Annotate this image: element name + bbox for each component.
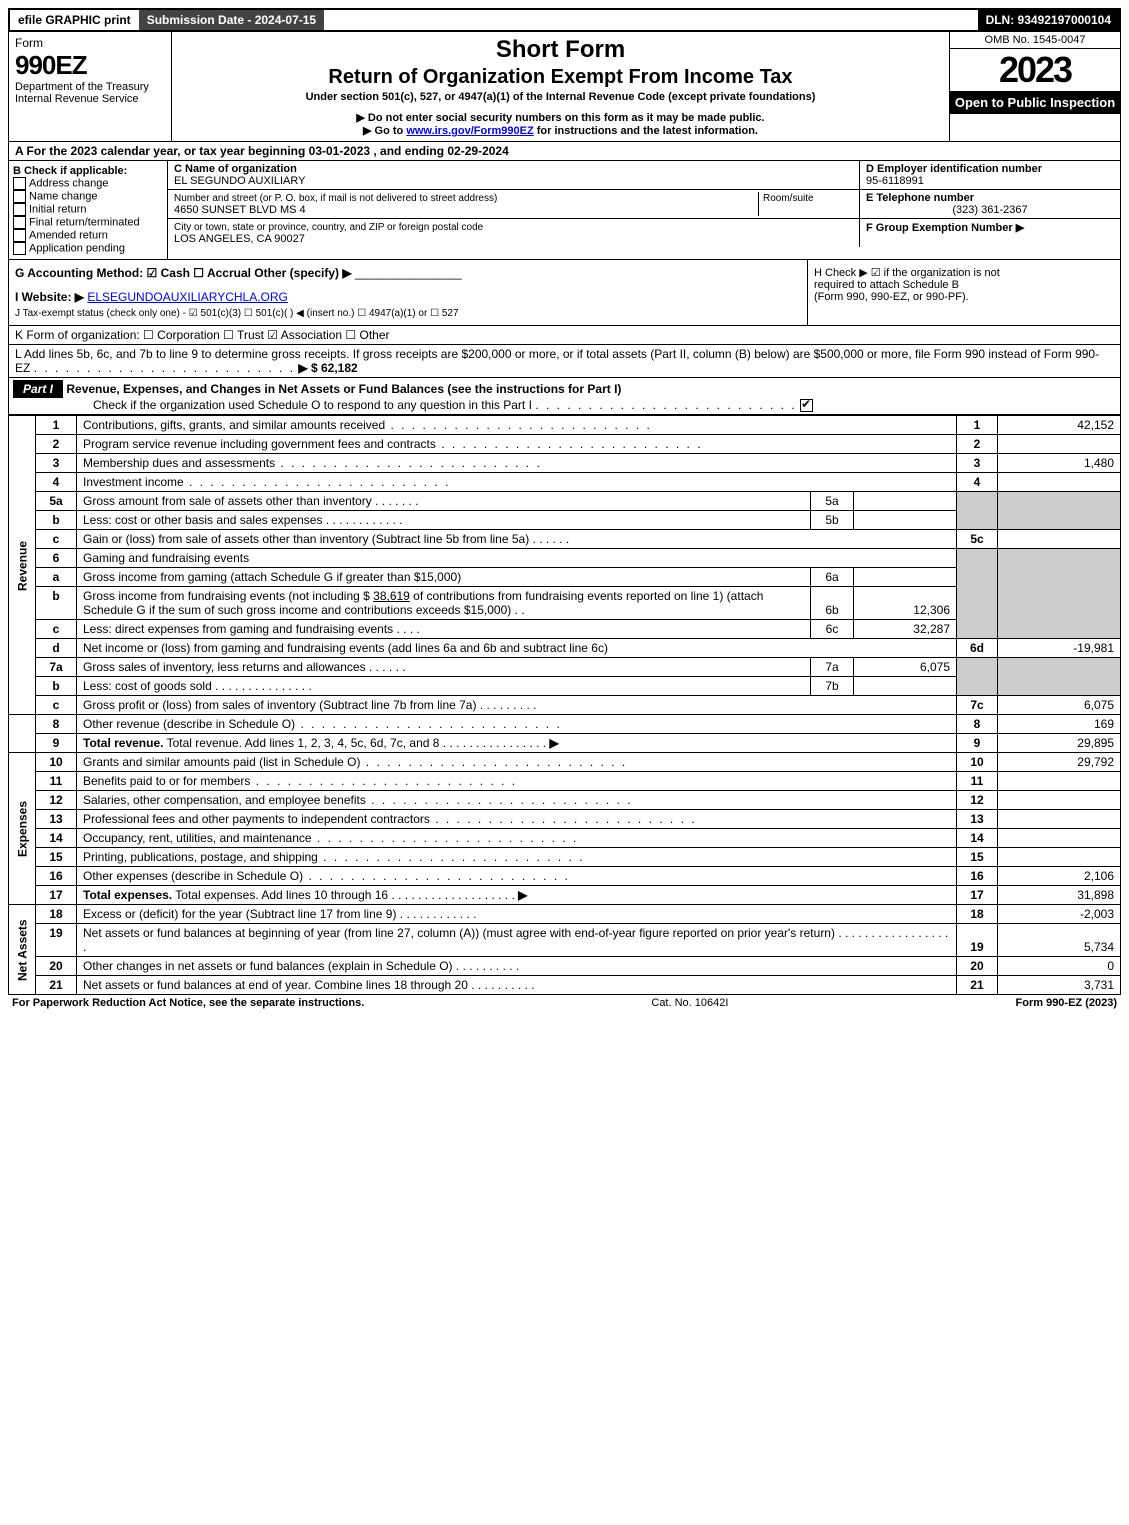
check-amended[interactable]: Amended return: [13, 229, 163, 242]
line1-text: Contributions, gifts, grants, and simila…: [77, 416, 957, 435]
submission-date: Submission Date - 2024-07-15: [139, 10, 324, 30]
section-b-label: B Check if applicable:: [13, 165, 163, 177]
under-section: Under section 501(c), 527, or 4947(a)(1)…: [178, 91, 943, 103]
efile-print-label[interactable]: efile GRAPHIC print: [10, 10, 139, 30]
room-label: Room/suite: [763, 193, 814, 204]
header-left: Form 990EZ Department of the Treasury In…: [9, 32, 172, 141]
topbar: efile GRAPHIC print Submission Date - 20…: [8, 8, 1121, 32]
lines-table: Revenue 1 Contributions, gifts, grants, …: [8, 415, 1121, 995]
check-name[interactable]: Name change: [13, 190, 163, 203]
form-header: Form 990EZ Department of the Treasury In…: [8, 32, 1121, 142]
line6b-amount: 38,619: [373, 589, 410, 603]
section-g: G Accounting Method: ☑ Cash ☐ Accrual Ot…: [9, 260, 807, 325]
part1-checkbox[interactable]: [800, 399, 813, 412]
ssn-warning: ▶ Do not enter social security numbers o…: [178, 111, 943, 124]
group-exemption-label: F Group Exemption Number ▶: [866, 222, 1024, 234]
revenue-label: Revenue: [9, 416, 36, 715]
header-center: Short Form Return of Organization Exempt…: [172, 32, 949, 141]
phone-label: E Telephone number: [866, 192, 974, 204]
org-name: EL SEGUNDO AUXILIARY: [174, 175, 305, 187]
check-address[interactable]: Address change: [13, 177, 163, 190]
part1-label: Part I: [13, 380, 63, 398]
tax-year: 2023: [950, 49, 1120, 91]
check-pending[interactable]: Application pending: [13, 242, 163, 255]
section-i-pre: I Website: ▶: [15, 290, 84, 304]
ein: 95-6118991: [866, 175, 924, 187]
footer-right: Form 990-EZ (2023): [1016, 997, 1117, 1009]
irs-link[interactable]: www.irs.gov/Form990EZ: [406, 125, 533, 137]
irs-label: Internal Revenue Service: [15, 93, 165, 105]
netassets-label: Net Assets: [9, 905, 36, 995]
phone: (323) 361-2367: [866, 204, 1114, 216]
street-label: Number and street (or P. O. box, if mail…: [174, 193, 497, 204]
city: LOS ANGELES, CA 90027: [174, 233, 305, 245]
part1-title: Revenue, Expenses, and Changes in Net As…: [66, 382, 621, 396]
part1-check: Check if the organization used Schedule …: [93, 398, 532, 412]
check-final[interactable]: Final return/terminated: [13, 216, 163, 229]
gross-receipts: ▶ $ 62,182: [298, 361, 357, 375]
section-j: J Tax-exempt status (check only one) - ☑…: [15, 308, 801, 319]
short-form-title: Short Form: [178, 36, 943, 64]
open-inspection: Open to Public Inspection: [950, 91, 1120, 114]
dln: DLN: 93492197000104: [978, 10, 1119, 30]
ein-label: D Employer identification number: [866, 163, 1042, 175]
section-def: D Employer identification number 95-6118…: [859, 161, 1120, 247]
dept-label: Department of the Treasury: [15, 81, 165, 93]
section-c: C Name of organization EL SEGUNDO AUXILI…: [168, 161, 859, 247]
form-label: Form: [15, 36, 165, 50]
section-l: L Add lines 5b, 6c, and 7b to line 9 to …: [8, 345, 1121, 378]
expenses-label: Expenses: [9, 753, 36, 905]
goto-row: ▶ Go to www.irs.gov/Form990EZ for instru…: [178, 124, 943, 137]
section-h: H Check ▶ ☑ if the organization is not r…: [807, 260, 1120, 325]
street: 4650 SUNSET BLVD MS 4: [174, 204, 306, 216]
section-b: B Check if applicable: Address change Na…: [9, 161, 168, 259]
footer-left: For Paperwork Reduction Act Notice, see …: [12, 997, 364, 1009]
line1-val: 42,152: [998, 416, 1121, 435]
form-number: 990EZ: [15, 50, 165, 81]
return-title: Return of Organization Exempt From Incom…: [178, 66, 943, 89]
c-name-label: C Name of organization: [174, 163, 297, 175]
omb-number: OMB No. 1545-0047: [950, 32, 1120, 49]
section-k: K Form of organization: ☐ Corporation ☐ …: [8, 326, 1121, 345]
page-footer: For Paperwork Reduction Act Notice, see …: [8, 995, 1121, 1011]
header-right: OMB No. 1545-0047 2023 Open to Public In…: [949, 32, 1120, 141]
part1-header: Part I Revenue, Expenses, and Changes in…: [8, 378, 1121, 415]
city-label: City or town, state or province, country…: [174, 222, 483, 233]
website-link[interactable]: ELSEGUNDOAUXILIARYCHLA.ORG: [87, 290, 288, 304]
block-b-to-f: B Check if applicable: Address change Na…: [9, 161, 1120, 259]
footer-cat: Cat. No. 10642I: [364, 997, 1015, 1009]
section-a: A For the 2023 calendar year, or tax yea…: [9, 142, 1120, 161]
check-initial[interactable]: Initial return: [13, 203, 163, 216]
